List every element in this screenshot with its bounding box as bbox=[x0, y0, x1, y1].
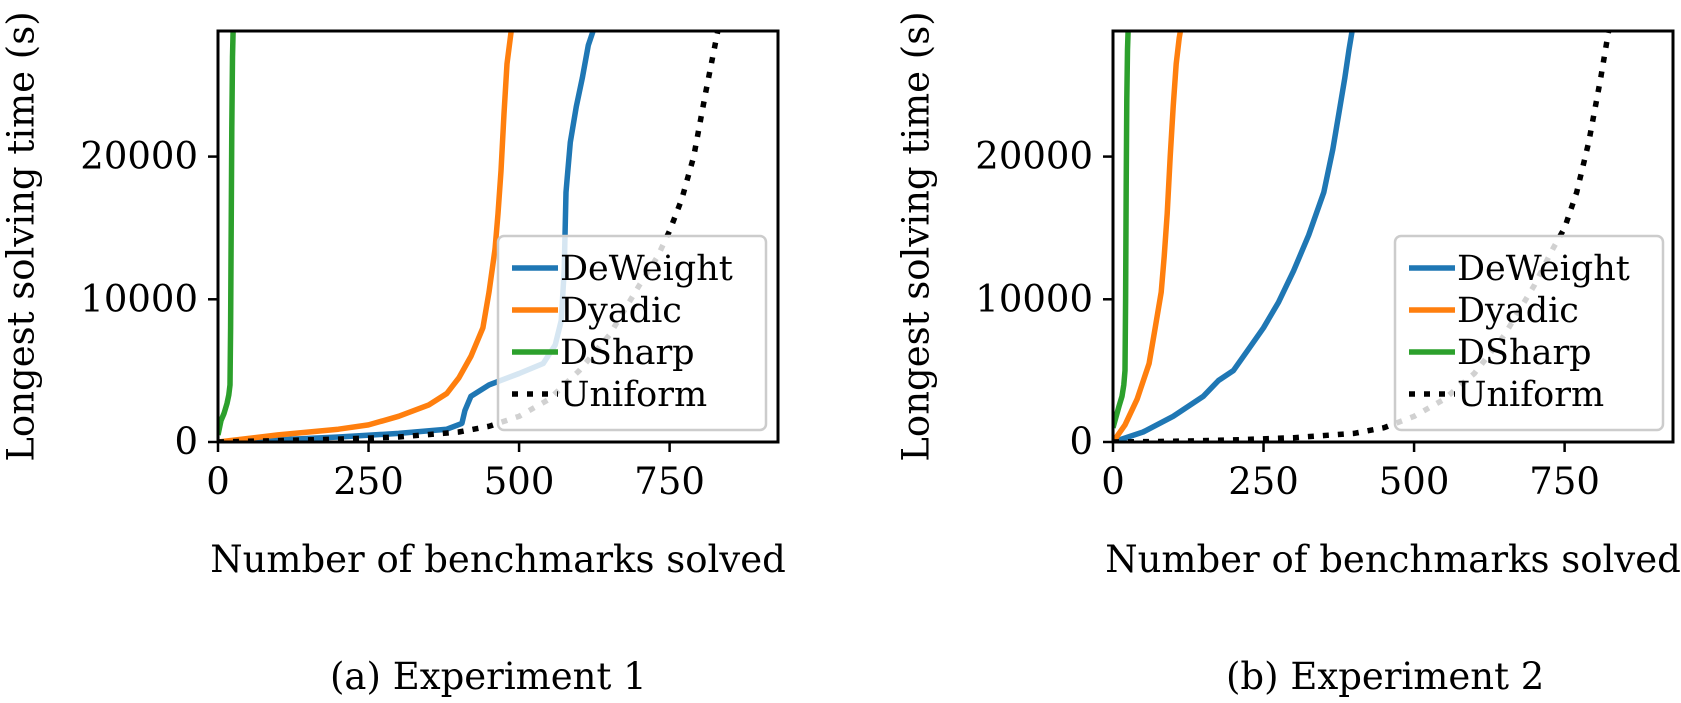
x-tick-label: 0 bbox=[1101, 460, 1125, 503]
x-tick-label: 500 bbox=[484, 460, 555, 503]
plot-frame bbox=[1111, 29, 1675, 444]
series-line-deweight bbox=[1113, 31, 1355, 442]
legend-label-dsharp: DSharp bbox=[1457, 333, 1592, 373]
chart-panel-2: 0 250 500 750 0 10000 20000 Number of benchmark… bbox=[895, 11, 1681, 581]
plot-frame bbox=[216, 29, 780, 444]
legend-label-uniform: Uniform bbox=[560, 375, 707, 415]
x-tick-label: 750 bbox=[1529, 460, 1600, 503]
legend-label-uniform: Uniform bbox=[1457, 375, 1604, 415]
series-line-dsharp bbox=[1113, 31, 1131, 429]
x-tick-label: 250 bbox=[1228, 460, 1299, 503]
x-tick-label: 750 bbox=[634, 460, 705, 503]
series-line-dyadic bbox=[218, 31, 514, 442]
x-axis-label: Number of benchmarks solved bbox=[210, 538, 786, 581]
x-tick-label: 0 bbox=[206, 460, 230, 503]
legend-label-dyadic: Dyadic bbox=[560, 291, 682, 331]
legend-label-dsharp: DSharp bbox=[560, 333, 695, 373]
legend-box bbox=[1393, 234, 1665, 432]
y-tick-label: 10000 bbox=[80, 277, 198, 320]
series-line-dyadic bbox=[1113, 31, 1184, 442]
x-tick-label: 250 bbox=[333, 460, 404, 503]
chart-panel-1: 0 250 500 750 0 10000 20000 Number of benchmark… bbox=[0, 11, 786, 581]
y-tick-label: 20000 bbox=[80, 135, 198, 178]
y-tick-label: 0 bbox=[174, 420, 198, 463]
legend-box bbox=[496, 234, 768, 432]
x-tick-label: 500 bbox=[1379, 460, 1450, 503]
caption-experiment-2: (b) Experiment 2 bbox=[1226, 655, 1545, 698]
series-line-dsharp bbox=[218, 31, 236, 436]
x-axis-label: Number of benchmarks solved bbox=[1105, 538, 1681, 581]
y-axis-label: Longest solving time (s) bbox=[895, 11, 938, 461]
legend-label-dyadic: Dyadic bbox=[1457, 291, 1579, 331]
caption-experiment-1: (a) Experiment 1 bbox=[330, 655, 647, 698]
y-tick-label: 10000 bbox=[975, 277, 1093, 320]
y-tick-label: 20000 bbox=[975, 135, 1093, 178]
y-tick-label: 0 bbox=[1069, 420, 1093, 463]
y-axis-label: Longest solving time (s) bbox=[0, 11, 43, 461]
legend-label-deweight: DeWeight bbox=[1457, 249, 1630, 289]
legend-label-deweight: DeWeight bbox=[560, 249, 733, 289]
